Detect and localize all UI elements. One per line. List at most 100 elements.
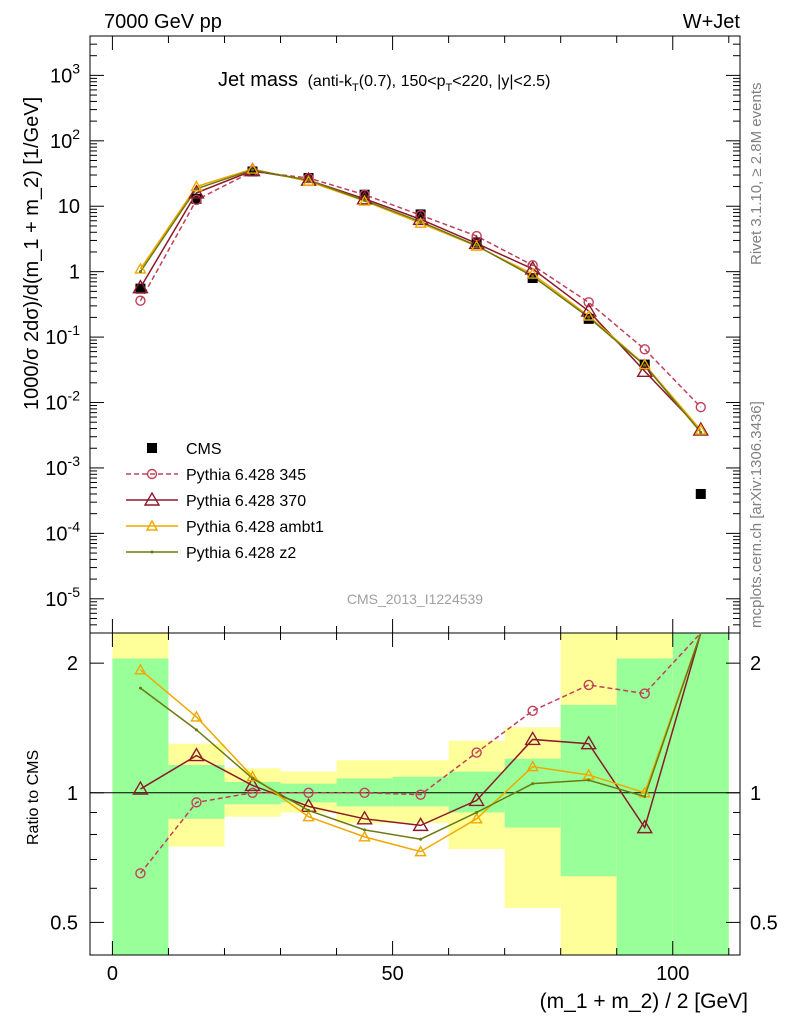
ratio-point-z2-9 bbox=[643, 795, 647, 799]
point-z2-4 bbox=[363, 198, 367, 202]
ratio-point-p370-9 bbox=[636, 819, 653, 834]
legend: CMS Pythia 6.428 345 Pythia 6.428 370 Pythi… bbox=[126, 441, 324, 562]
point-cms-3 bbox=[303, 173, 314, 184]
x-tick-label: 100 bbox=[656, 963, 689, 985]
y-tick-label-main: 103 bbox=[50, 60, 80, 87]
legend-marker-ambt1 bbox=[145, 519, 159, 531]
ratio-point-p370-2 bbox=[244, 777, 261, 792]
ratio-point-z2-7 bbox=[531, 782, 535, 786]
point-p370-1 bbox=[188, 184, 205, 199]
point-z2-6 bbox=[475, 244, 479, 248]
axes: 0 50 100 10-5 10-4 10-3 10-2 10-1 1 10 102 103 0.5 0.… bbox=[45, 35, 778, 985]
y-tick-label-ratio: 2 bbox=[67, 653, 78, 675]
y-axis-label-main: 1000/σ 2dσ)/d(m_1 + m_2) [1/GeV] bbox=[21, 97, 43, 410]
point-ambt1-9 bbox=[638, 358, 651, 370]
ratio-frame bbox=[89, 632, 741, 956]
ratio-point-ambt1-1 bbox=[190, 710, 203, 722]
ratio-point-p345-3 bbox=[303, 787, 314, 798]
ratio-point-ambt1-5 bbox=[414, 845, 427, 857]
point-p345-0 bbox=[135, 295, 146, 306]
point-ambt1-7 bbox=[526, 267, 539, 279]
point-ambt1-10 bbox=[694, 423, 707, 435]
ratio-point-z2-3 bbox=[307, 808, 311, 812]
legend-marker-p370 bbox=[143, 491, 161, 506]
ratio-point-p370-7 bbox=[524, 731, 541, 746]
ratio-point-p345-5 bbox=[415, 789, 426, 800]
ratio-point-ambt1-4 bbox=[358, 830, 371, 842]
ratio-point-p370-0 bbox=[132, 780, 149, 795]
point-z2-9 bbox=[643, 363, 647, 367]
point-p345-1 bbox=[191, 194, 202, 206]
legend-label-cms: CMS bbox=[186, 441, 222, 458]
side-label-bottom: mcplots.cern.ch [arXiv:1306.3436] bbox=[748, 401, 765, 628]
ratio-point-z2-4 bbox=[363, 828, 367, 832]
point-z2-2 bbox=[251, 168, 254, 172]
point-p370-5 bbox=[412, 210, 429, 226]
ratio-line-ambt1 bbox=[139, 632, 702, 853]
point-ambt1-5 bbox=[414, 216, 427, 228]
legend-marker-p345 bbox=[146, 468, 158, 480]
ratio-series bbox=[132, 632, 702, 879]
y-tick-label-ratio-right: 2 bbox=[750, 653, 761, 675]
analysis-id: CMS_2013_I1224539 bbox=[347, 591, 483, 607]
y-tick-label-ratio-right: 1 bbox=[750, 783, 761, 805]
point-p345-5 bbox=[415, 209, 426, 221]
legend-label-z2: Pythia 6.428 z2 bbox=[186, 545, 296, 562]
ratio-point-z2-0 bbox=[138, 686, 142, 690]
line-p345 bbox=[139, 170, 702, 408]
legend-marker-z2 bbox=[150, 550, 154, 554]
x-axis-label: (m_1 + m_2) / 2 [GeV] bbox=[540, 990, 748, 1013]
band-green-0 bbox=[112, 658, 169, 955]
ratio-point-z2-6 bbox=[475, 810, 479, 814]
ratio-point-p345-0 bbox=[135, 868, 146, 879]
line-z2 bbox=[139, 169, 702, 433]
ratio-point-p345-9 bbox=[639, 688, 650, 699]
ratio-point-p370-8 bbox=[580, 735, 597, 750]
point-z2-5 bbox=[419, 220, 423, 224]
y-tick-label-main: 10-3 bbox=[45, 453, 80, 480]
line-ambt1 bbox=[139, 168, 702, 431]
legend-label-ambt1: Pythia 6.428 ambt1 bbox=[186, 519, 324, 536]
point-p370-6 bbox=[468, 235, 485, 250]
y-tick-label-main: 10 bbox=[58, 196, 80, 218]
y-tick-label-main: 10-2 bbox=[45, 388, 80, 415]
point-z2-0 bbox=[138, 270, 142, 274]
point-ambt1-6 bbox=[470, 239, 483, 251]
y-tick-label-main: 102 bbox=[50, 126, 80, 153]
point-cms-10 bbox=[695, 488, 706, 499]
point-cms-0 bbox=[135, 283, 146, 294]
point-ambt1-3 bbox=[302, 174, 315, 187]
band-green-9 bbox=[616, 658, 673, 955]
band-green-8 bbox=[560, 704, 617, 877]
ratio-point-p345-1 bbox=[191, 797, 202, 808]
ratio-point-z2-2 bbox=[251, 776, 254, 780]
ratio-point-p345-4 bbox=[359, 787, 370, 798]
header-left: 7000 GeV pp bbox=[104, 11, 222, 33]
ratio-point-p370-5 bbox=[412, 816, 429, 832]
ratio-point-ambt1-7 bbox=[526, 760, 539, 772]
point-p370-9 bbox=[636, 362, 653, 377]
ratio-point-p345-8 bbox=[583, 679, 594, 691]
ratio-point-p370-6 bbox=[468, 792, 485, 807]
band-green-10 bbox=[672, 633, 729, 955]
ratio-point-ambt1-6 bbox=[470, 812, 483, 824]
ratio-point-p370-4 bbox=[356, 810, 373, 825]
y-tick-label-main: 1 bbox=[69, 262, 80, 284]
point-z2-1 bbox=[194, 187, 198, 191]
ratio-point-p370-1 bbox=[188, 747, 205, 762]
point-z2-3 bbox=[307, 178, 311, 182]
y-tick-label-main: 10-5 bbox=[45, 584, 80, 611]
band-green-5 bbox=[392, 776, 449, 807]
legend-label-p345: Pythia 6.428 345 bbox=[186, 467, 306, 484]
y-tick-label-main: 10-4 bbox=[45, 518, 80, 545]
point-z2-8 bbox=[587, 315, 591, 319]
point-cms-1 bbox=[191, 193, 202, 204]
point-p345-10 bbox=[695, 401, 706, 413]
point-p345-9 bbox=[639, 344, 650, 355]
y-tick-label-ratio: 0.5 bbox=[50, 912, 78, 934]
point-p370-7 bbox=[524, 260, 541, 275]
ratio-point-p345-7 bbox=[527, 705, 538, 717]
point-ambt1-2 bbox=[246, 162, 259, 174]
point-p370-4 bbox=[356, 190, 373, 205]
